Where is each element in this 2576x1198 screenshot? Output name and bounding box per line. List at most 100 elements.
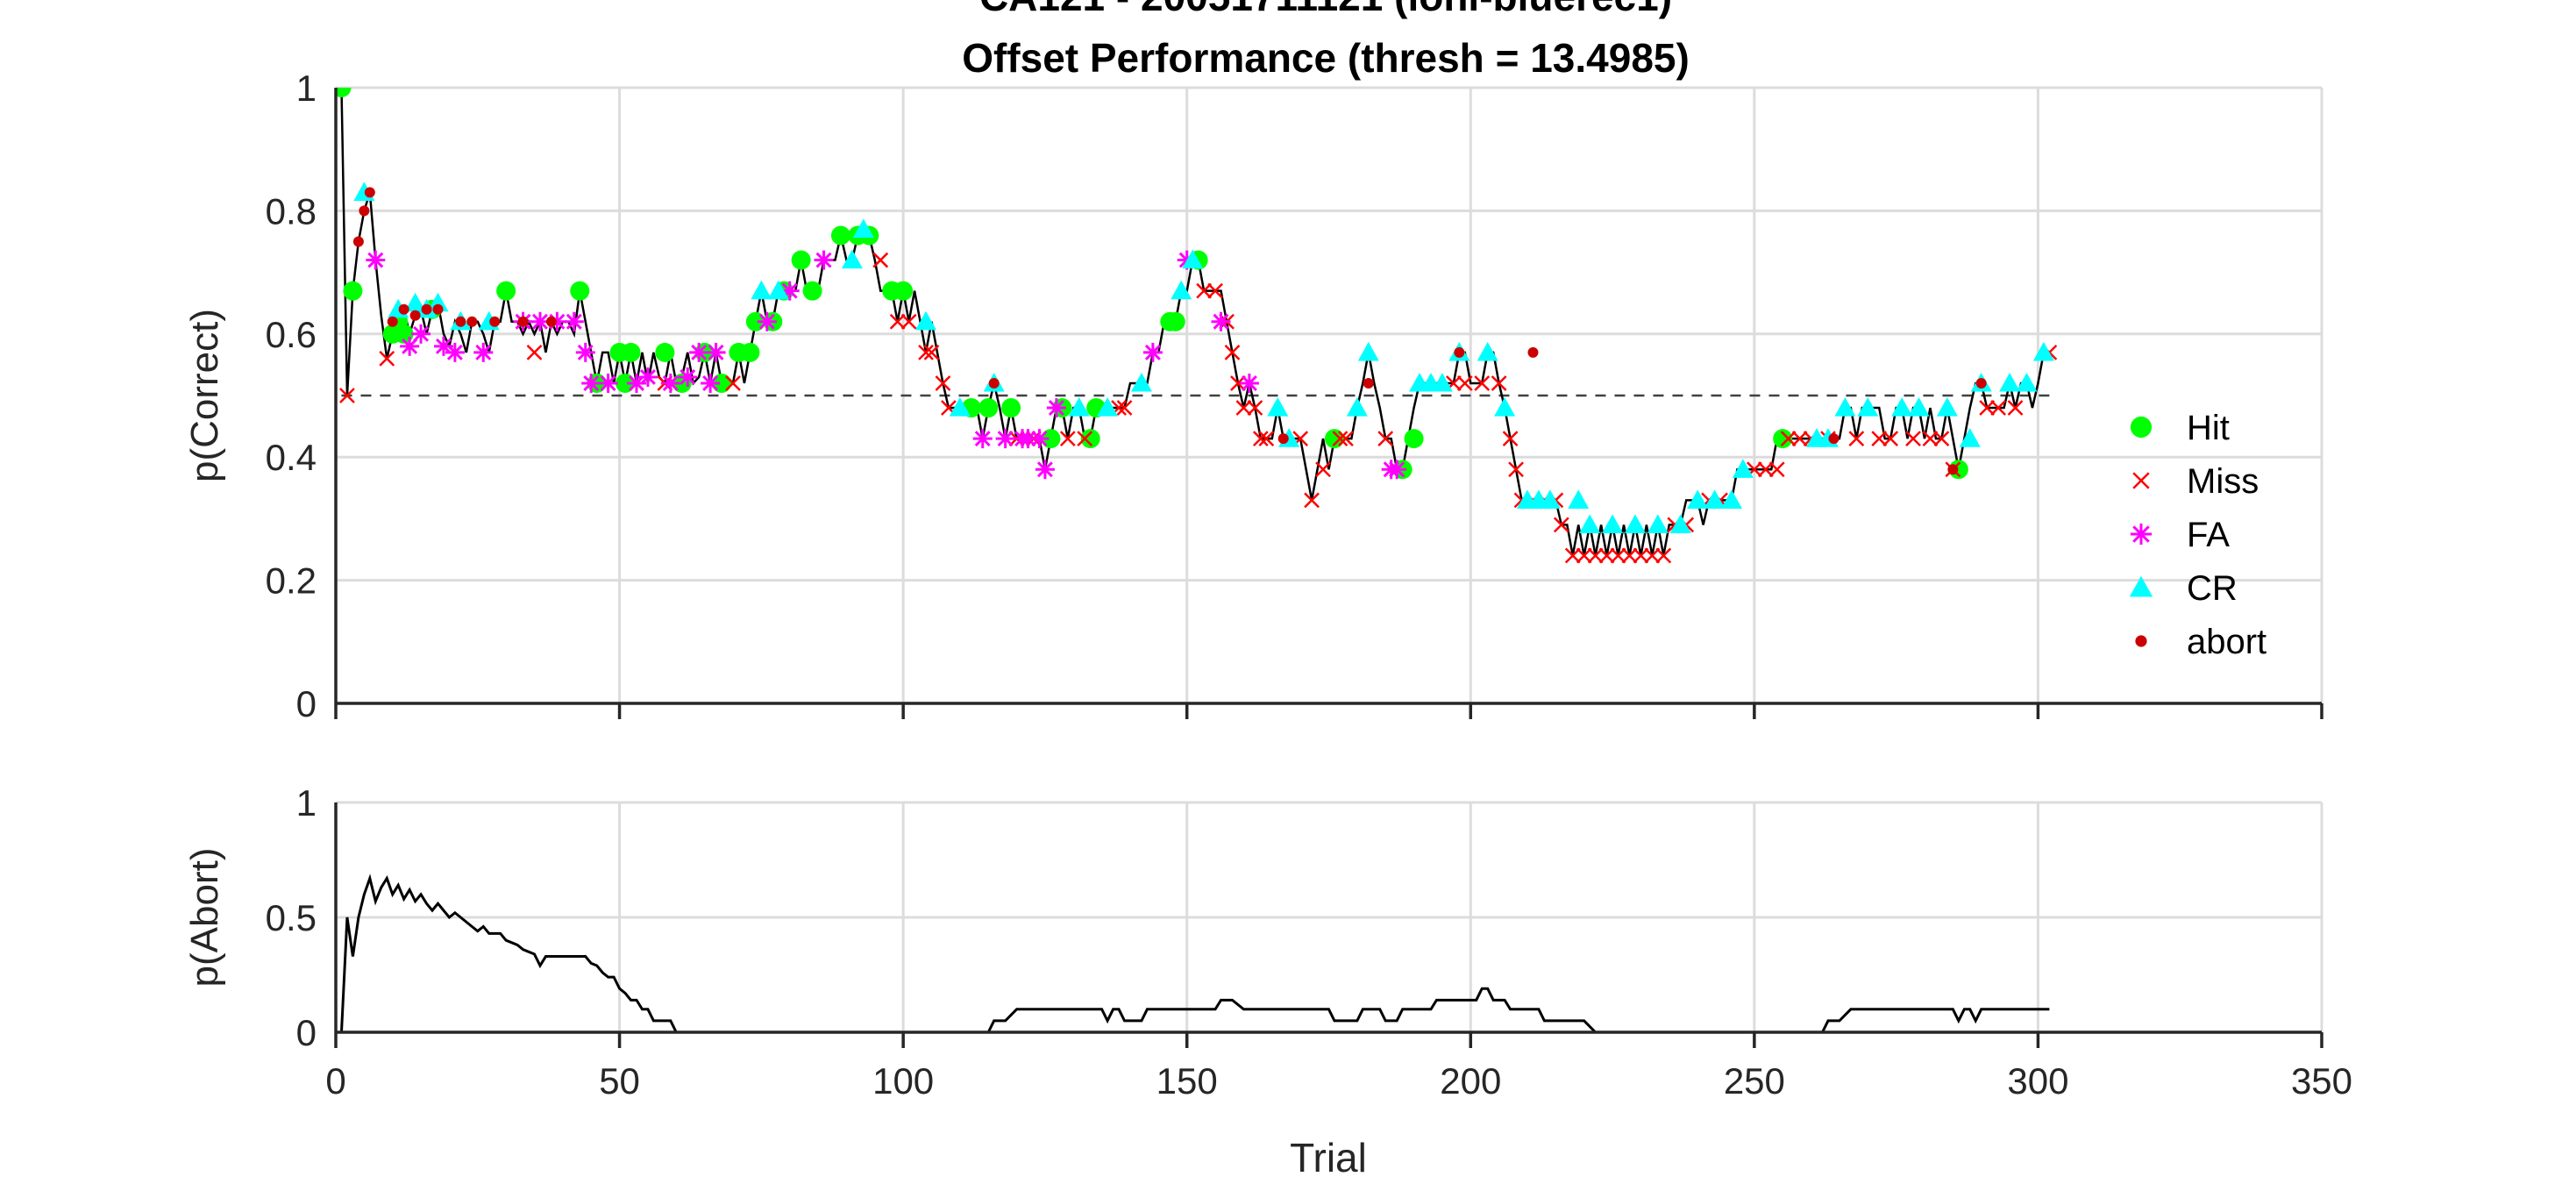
abort-marker [398, 303, 409, 315]
hit-marker [791, 250, 811, 270]
hit-marker [1773, 429, 1793, 449]
miss-marker [1791, 431, 1808, 447]
miss-marker [1933, 431, 1950, 447]
fa-marker [678, 367, 698, 387]
legend: Hit Miss FA CR abort [2129, 409, 2266, 661]
miss-marker [1576, 547, 1592, 564]
abort-marker [1363, 377, 1374, 389]
cr-marker [841, 249, 863, 269]
abort-marker [1527, 346, 1539, 358]
cr-marker [2016, 372, 2038, 392]
abort-marker [1277, 433, 1289, 445]
miss-marker [918, 344, 934, 360]
x-tick-label: 250 [1724, 1060, 1785, 1102]
miss-marker [1230, 375, 1246, 391]
miss-marker [1610, 547, 1626, 564]
miss-marker [1621, 547, 1638, 564]
abort-marker [1828, 433, 1839, 445]
fa-marker [701, 373, 721, 393]
miss-marker [1979, 400, 1996, 416]
x-tick-label: 300 [2007, 1060, 2068, 1102]
y-tick-label: 0.4 [266, 437, 317, 478]
fa-marker [445, 342, 465, 362]
cr-marker [1999, 372, 2021, 392]
miss-marker [1491, 375, 1507, 391]
abort-marker [1947, 464, 1959, 475]
fa-marker [814, 250, 834, 270]
miss-marker [1332, 431, 1348, 447]
fa-marker [1035, 460, 1055, 480]
hit-marker [621, 342, 641, 362]
miss-marker [1059, 431, 1076, 447]
miss-marker [1882, 431, 1899, 447]
cr-marker [427, 292, 449, 312]
cr-marker [852, 218, 874, 239]
cr-marker [1936, 397, 1958, 417]
abort-marker [359, 205, 370, 217]
miss-marker [1235, 400, 1252, 416]
fa-marker [1142, 342, 1163, 362]
cr-marker [1579, 514, 1601, 534]
hit-marker [336, 88, 352, 97]
abort-marker [455, 316, 466, 327]
miss-marker [900, 313, 917, 330]
miss-marker [872, 252, 889, 268]
cr-marker [1130, 372, 1152, 392]
legend-fa-icon [2130, 523, 2153, 546]
hit-marker [1324, 429, 1344, 449]
cr-marker [949, 397, 971, 417]
miss-marker [1633, 547, 1649, 564]
cr-marker [1431, 372, 1453, 392]
cr-marker [1959, 428, 1981, 447]
fa-marker [689, 342, 709, 362]
cr-marker [1704, 489, 1726, 509]
cr-marker [1857, 397, 1879, 417]
top-panel: 0 0.2 0.4 0.6 0.8 1 p(Correct) Hit Miss FA CR abo… [183, 68, 2323, 724]
abort-marker [988, 377, 1000, 389]
abort-marker [1454, 346, 1465, 358]
miss-marker [1655, 547, 1672, 564]
fa-marker [995, 429, 1015, 449]
miss-marker [935, 375, 951, 391]
cr-marker [1097, 397, 1119, 417]
abort-marker [545, 316, 557, 327]
abort-marker [352, 236, 364, 247]
miss-marker [379, 350, 395, 367]
cr-marker [1477, 341, 1498, 361]
hit-marker [570, 281, 590, 301]
x-tick-label: 0 [325, 1060, 345, 1102]
top-grid [334, 86, 2323, 705]
legend-label-miss: Miss [2187, 462, 2259, 501]
fa-marker [1029, 429, 1050, 449]
abort-marker [409, 310, 421, 321]
bottom-y-tick-labels: 00.51 [266, 782, 317, 1053]
y-tick-label: 0 [296, 683, 317, 724]
cr-marker [1624, 514, 1646, 534]
cr-marker [1669, 514, 1691, 534]
fa-marker [1239, 373, 1259, 393]
y-tick-label: 1 [296, 782, 317, 824]
x-tick-label: 50 [599, 1060, 640, 1102]
miss-marker [1077, 431, 1093, 447]
cr-marker [1267, 397, 1289, 417]
abort-marker [517, 316, 529, 327]
hit-marker [1080, 429, 1100, 449]
cr-marker [1539, 489, 1561, 509]
p-correct-line [340, 88, 2050, 556]
miss-marker [1564, 547, 1581, 564]
y-tick-label: 0.5 [266, 897, 317, 938]
fa-marker [400, 336, 420, 356]
miss-marker [1474, 375, 1491, 391]
cr-marker [1732, 459, 1754, 478]
abort-marker [1975, 377, 1987, 389]
miss-marker [1196, 282, 1213, 299]
abort-marker [432, 303, 444, 315]
legend-cr-icon [2129, 575, 2153, 597]
y-tick-label: 0.6 [266, 314, 317, 355]
x-tick-label: 200 [1440, 1060, 1501, 1102]
y-tick-label: 0 [296, 1012, 317, 1053]
hit-marker [343, 281, 363, 301]
y-tick-label: 0.8 [266, 190, 317, 232]
miss-marker [1990, 400, 2007, 416]
